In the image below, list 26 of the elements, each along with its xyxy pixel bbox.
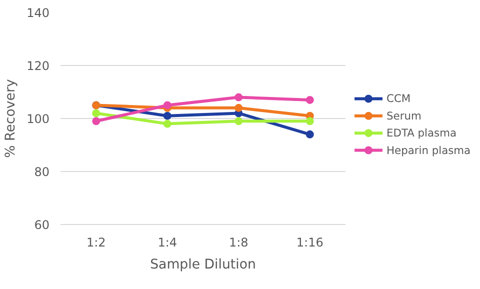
y-tick-label: 140 xyxy=(26,6,50,20)
point xyxy=(306,117,314,126)
point xyxy=(234,117,243,126)
y-tick-label: 120 xyxy=(26,59,50,73)
legend-label: Heparin plasma xyxy=(386,144,471,157)
legend-label: Serum xyxy=(386,109,422,122)
y-axis-title: % Recovery xyxy=(4,79,19,158)
point xyxy=(234,104,243,112)
point xyxy=(163,112,172,120)
point xyxy=(163,101,172,110)
point xyxy=(306,96,314,104)
y-tick-label: 60 xyxy=(34,218,50,232)
x-tick-label: 1:8 xyxy=(228,236,248,250)
point xyxy=(163,120,172,128)
x-axis-title: Sample Dilution xyxy=(150,258,256,272)
legend-label: CCM xyxy=(386,92,411,106)
point xyxy=(92,117,100,126)
x-tick-label: 1:2 xyxy=(86,236,106,250)
legend-label: EDTA plasma xyxy=(386,126,457,140)
y-tick-label: 100 xyxy=(26,112,50,126)
x-tick-label: 1:4 xyxy=(158,236,178,250)
x-tick-label: 1:16 xyxy=(296,236,324,250)
point xyxy=(306,130,314,138)
point xyxy=(234,93,243,102)
point xyxy=(92,109,100,118)
y-tick-label: 80 xyxy=(34,165,50,179)
